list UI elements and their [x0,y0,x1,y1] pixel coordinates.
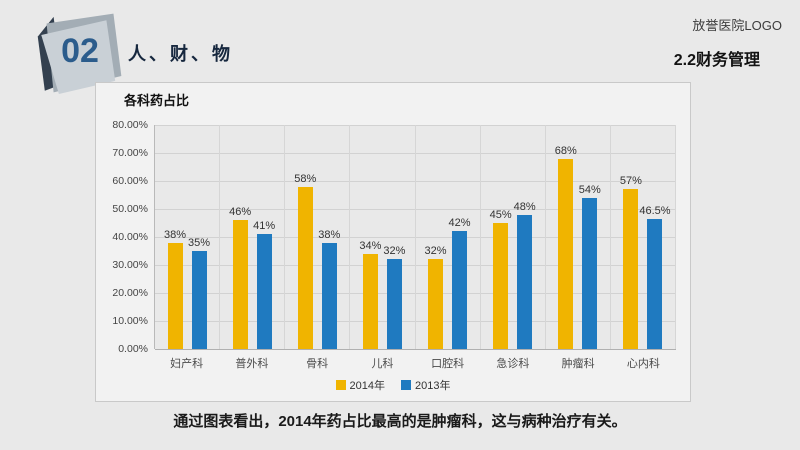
y-tick-label: 50.00% [112,203,148,215]
chart-title: 各科药占比 [124,93,190,108]
bar-pair: 32% 42% [416,125,480,349]
bar-group: 32% 42% [416,125,481,349]
legend-swatch [335,380,346,390]
section-number: 02 [61,32,99,70]
gridline [155,209,676,210]
x-axis-label: 儿科 [371,358,394,370]
gridline [155,349,676,350]
bar-group: 38% 35% [155,125,221,349]
legend-item: 2013年 [401,377,450,393]
y-tick-label: 10.00% [112,315,148,327]
x-axis-labels: 妇产科 普外科 骨科 儿科 口腔科 急诊科 肿瘤科 心内科 [154,355,676,371]
bar-pair: 46% 41% [220,125,284,349]
section-title: 人、财、物 [128,44,233,64]
bar-2014年: 46% [229,206,251,349]
y-tick-label: 70.00% [112,147,148,159]
gridline [155,265,676,266]
y-axis: 80.00% 70.00% 60.00% 50.00% 40.00% 30.00% 20.0… [104,119,154,355]
legend-label: 2014年 [349,380,385,392]
bar-pair: 57% 46.5% [611,125,675,349]
bar-2013年: 46.5% [639,205,671,349]
bar-value-label: 68% [554,144,577,157]
bar-value-label: 38% [318,228,341,241]
bar-2013年: 35% [188,237,210,349]
bar-pair: 58% 38% [285,125,349,349]
legend-item: 2014年 [335,377,385,393]
bar-value-label: 38% [164,228,187,241]
bar-value-label: 32% [383,245,406,258]
chart-legend: 2014年 2013年 [96,377,690,393]
x-axis-label: 妇产科 [170,358,204,370]
bar-2013年: 41% [253,220,275,349]
bar-value-label: 45% [489,209,512,221]
bar-value-label: 48% [513,200,536,213]
bar-value-label: 35% [188,237,211,249]
bar-group: 45% 48% [481,125,546,349]
bar-2013年: 38% [318,229,340,349]
legend-label: 2013年 [415,380,451,392]
bar-group: 46% 41% [220,125,286,349]
gridline [155,321,676,322]
bar-value-label: 54% [578,183,601,196]
gridline [155,181,676,182]
x-axis-label: 骨科 [306,358,329,370]
bar-value-label: 41% [253,220,276,233]
bar-group: 58% 38% [285,125,351,349]
slide-caption: 通过图表看出，2014年药占比最高的是肿瘤科，这与病种治疗有关。 [173,413,627,430]
bar-2014年: 34% [359,240,381,349]
x-axis-label: 口腔科 [431,358,465,370]
bar-value-label: 46% [229,206,252,219]
x-axis-label: 急诊科 [496,358,530,370]
gridline [155,293,676,294]
x-axis-label: 肿瘤科 [561,358,595,370]
bar-value-label: 32% [424,245,447,258]
x-axis-label: 心内科 [626,358,660,370]
bar-2014年: 45% [490,209,512,349]
bar-2013年: 48% [514,201,536,349]
bar-2014年: 68% [555,145,577,349]
bar-2014年: 38% [164,229,186,349]
y-tick-label: 80.00% [112,119,148,131]
gridline [155,237,676,238]
y-tick-label: 40.00% [112,231,148,243]
y-tick-label: 60.00% [112,175,148,187]
bar-value-label: 46.5% [639,204,671,217]
logo-placeholder-text: 放誉医院LOGO [692,18,782,33]
bar-pair: 68% 54% [546,125,610,349]
bar-2014年: 57% [620,175,642,349]
gridline [155,153,676,154]
section-number-badge: 02 [36,12,124,94]
gridline [155,125,676,126]
bar-2014年: 58% [294,173,316,349]
bar-value-label: 57% [619,175,642,188]
bar-value-label: 42% [448,217,471,230]
bar-2013年: 54% [579,184,601,349]
bar-group: 57% 46.5% [611,125,676,349]
bar-pair: 45% 48% [481,125,545,349]
y-tick-label: 20.00% [112,287,148,299]
plot-area: 38% 35% 46% 41% 58% 38% 34% 32% 32% 42% 45% 48% 68% 5… [154,125,676,350]
y-tick-label: 30.00% [112,259,148,271]
chart-area: 80.00% 70.00% 60.00% 50.00% 40.00% 30.00% 20.0… [104,119,676,355]
bar-pair: 34% 32% [350,125,414,349]
x-axis-label: 普外科 [235,358,269,370]
legend-swatch [401,380,411,390]
bar-groups: 38% 35% 46% 41% 58% 38% 34% 32% 32% 42% 45% 48% 68% 5… [155,125,676,349]
bar-group: 34% 32% [350,125,416,349]
chart-panel: 各科药占比 80.00% 70.00% 60.00% 50.00% 40.00% 30.0… [95,82,691,402]
y-tick-label: 0.00% [118,343,148,355]
bar-value-label: 34% [359,239,382,252]
bar-2013年: 32% [383,245,405,349]
bar-pair: 38% 35% [155,125,219,349]
bar-2013年: 42% [449,217,471,349]
bar-value-label: 58% [294,172,317,185]
bar-group: 68% 54% [546,125,611,349]
bar-2014年: 32% [425,245,447,349]
slide-subtitle: 2.2财务管理 [673,52,760,69]
